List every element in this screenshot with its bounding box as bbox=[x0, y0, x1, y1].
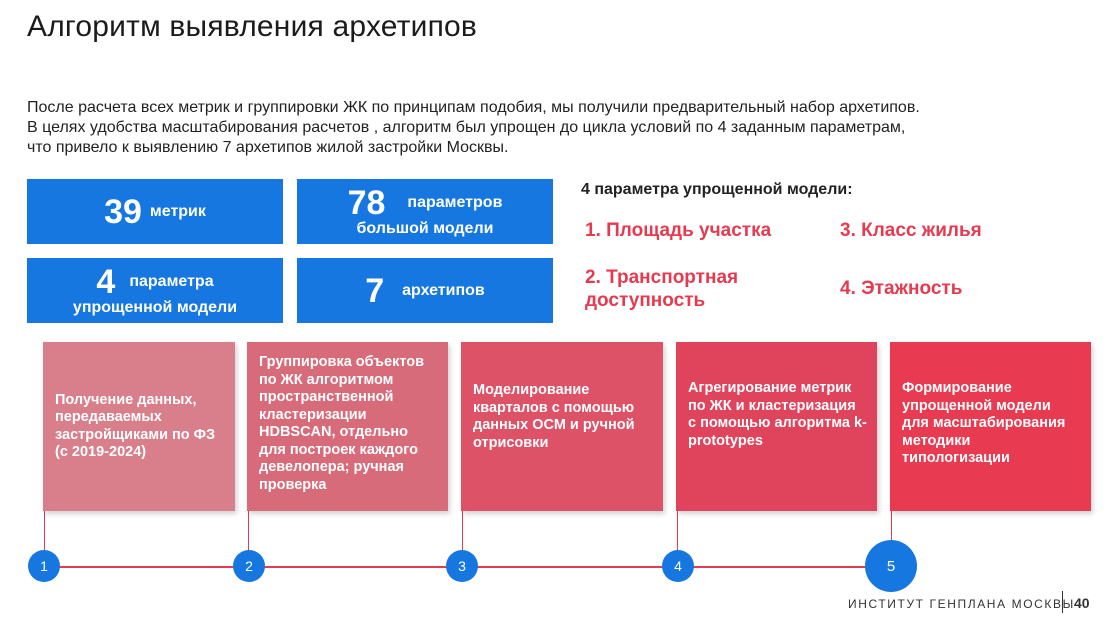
footer-organization: ИНСТИТУТ ГЕНПЛАНА МОСКВЫ bbox=[848, 597, 1075, 611]
intro-line-1: После расчета всех метрик и группировки … bbox=[27, 99, 920, 116]
stat-label: параметра bbox=[129, 272, 214, 290]
stat-number: 39 bbox=[104, 192, 142, 231]
param-item: 2. Транспортная доступность bbox=[585, 267, 739, 311]
stat-number: 7 bbox=[365, 271, 385, 310]
page-number: 40 bbox=[1074, 595, 1090, 611]
timeline-node-5: 5 bbox=[865, 540, 917, 592]
stat-box-big-model-params: 78 параметров большой модели bbox=[297, 179, 553, 244]
stat-number: 4 bbox=[96, 262, 116, 301]
stat-label: архетипов bbox=[402, 281, 485, 299]
param-item: 4. Этажность bbox=[840, 278, 963, 299]
timeline-node-4: 4 bbox=[662, 550, 694, 582]
slide-title: Алгоритм выявления архетипов bbox=[27, 10, 478, 43]
connector-line bbox=[462, 511, 463, 551]
param-item: 3. Класс жилья bbox=[840, 220, 982, 241]
stat-box-metrics: 39 метрик bbox=[27, 179, 283, 244]
process-step-5: Формирование упрощенной модели для масшт… bbox=[890, 342, 1091, 511]
param-item: 1. Площадь участка bbox=[585, 220, 772, 241]
stat-label: метрик bbox=[149, 202, 206, 220]
stat-box-simple-model-params: 4 параметра упрощенной модели bbox=[27, 258, 283, 323]
step-text: Формирование упрощенной модели для масшт… bbox=[902, 380, 1066, 466]
timeline-node-2: 2 bbox=[233, 550, 265, 582]
timeline-node-1: 1 bbox=[28, 550, 60, 582]
connector-line bbox=[677, 511, 678, 551]
stat-label: параметров bbox=[407, 193, 503, 211]
stat-sublabel: большой модели bbox=[356, 219, 494, 237]
process-step-4: Агрегирование метрик по ЖК и кластеризац… bbox=[676, 342, 877, 511]
step-text: Получение данных, передаваемых застройщи… bbox=[55, 391, 216, 461]
step-text: Группировка объектов по ЖК алгоритмом пр… bbox=[259, 354, 425, 493]
process-step-1: Получение данных, передаваемых застройщи… bbox=[43, 342, 235, 511]
step-text: Агрегирование метрик по ЖК и кластеризац… bbox=[688, 380, 867, 449]
process-step-2: Группировка объектов по ЖК алгоритмом пр… bbox=[247, 342, 448, 511]
intro-line-2: В целях удобства масштабирования расчето… bbox=[27, 119, 906, 136]
stat-sublabel: упрощенной модели bbox=[72, 298, 238, 316]
intro-text: После расчета всех метрик и группировки … bbox=[27, 98, 1087, 158]
footer-divider bbox=[1062, 591, 1063, 613]
connector-line bbox=[891, 511, 892, 541]
stat-box-archetypes: 7 архетипов bbox=[297, 258, 553, 323]
step-text: Моделирование кварталов с помощью данных… bbox=[473, 382, 635, 451]
params-title: 4 параметра упрощенной модели: bbox=[581, 181, 853, 198]
process-step-3: Моделирование кварталов с помощью данных… bbox=[461, 342, 663, 511]
connector-line bbox=[248, 511, 249, 551]
timeline-node-3: 3 bbox=[446, 550, 478, 582]
intro-line-3: что привело к выявлению 7 архетипов жило… bbox=[27, 139, 509, 156]
stat-number: 78 bbox=[347, 183, 386, 222]
connector-line bbox=[44, 511, 45, 551]
